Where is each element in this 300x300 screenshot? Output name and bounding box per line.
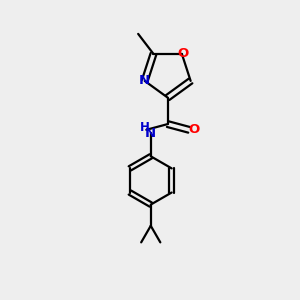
Text: N: N xyxy=(145,127,156,140)
Text: O: O xyxy=(188,123,200,136)
Text: H: H xyxy=(140,121,150,134)
Text: N: N xyxy=(139,74,150,87)
Text: O: O xyxy=(178,46,189,59)
